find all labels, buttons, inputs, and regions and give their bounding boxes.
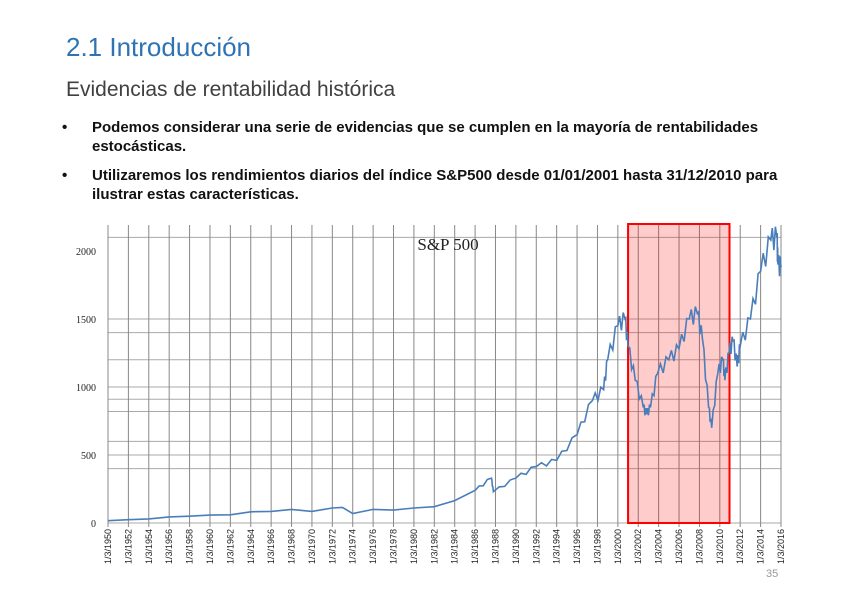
x-tick-label: 1/3/2006 <box>674 529 684 564</box>
y-tick-label: 1000 <box>76 383 96 394</box>
x-tick-label: 1/3/1998 <box>592 529 602 564</box>
x-tick-label: 1/3/2000 <box>613 529 623 564</box>
y-tick-label: 500 <box>81 451 96 462</box>
x-tick-label: 1/3/1972 <box>327 529 337 564</box>
slide-subtitle: Evidencias de rentabilidad histórica <box>66 78 396 101</box>
x-tick-label: 1/3/2004 <box>654 529 664 564</box>
x-tick-label: 1/3/2012 <box>735 529 745 564</box>
x-tick-label: 1/3/1964 <box>246 529 256 564</box>
x-tick-label: 1/3/1996 <box>572 529 582 564</box>
y-axis: 0 500 1000 1500 2000 <box>76 247 96 530</box>
x-tick-label: 1/3/1958 <box>185 529 195 564</box>
x-tick-label: 1/3/1978 <box>389 529 399 564</box>
x-tick-label: 1/3/1986 <box>470 529 480 564</box>
x-axis: 1/3/1950 1/3/1952 1/3/1954 1/3/1956 1/3/1958… <box>103 529 786 564</box>
x-tick-label: 1/3/1966 <box>266 529 276 564</box>
series-layer <box>107 226 782 522</box>
x-tick-label: 1/3/2010 <box>715 529 725 564</box>
y-tick-label: 0 <box>91 519 96 530</box>
highlight-layer <box>627 223 731 524</box>
bullet-list: • Podemos considerar una serie de evidenc… <box>62 118 802 214</box>
sp500-line <box>107 226 782 522</box>
x-tick-label: 1/3/1956 <box>164 529 174 564</box>
x-tick-label: 1/3/1988 <box>490 529 500 564</box>
page-number: 35 <box>766 568 779 580</box>
bullet-text: Utilizaremos los rendimientos diarios de… <box>92 167 778 203</box>
x-tick-label: 1/3/1980 <box>409 529 419 564</box>
x-tick-label: 1/3/1952 <box>123 529 133 564</box>
x-tick-label: 1/3/1994 <box>552 529 562 564</box>
highlight-range <box>627 223 731 524</box>
x-tick-label: 1/3/1976 <box>368 529 378 564</box>
x-tick-label: 1/3/1984 <box>450 529 460 564</box>
x-tick-label: 1/3/1990 <box>511 529 521 564</box>
bullet-text: Podemos considerar una serie de evidenci… <box>92 119 759 155</box>
x-tick-label: 1/3/2014 <box>756 529 766 564</box>
x-tick-label: 1/3/2008 <box>694 529 704 564</box>
bullet-icon: • <box>62 119 68 136</box>
x-tick-label: 1/3/2016 <box>776 529 786 564</box>
x-tick-label: 1/3/1962 <box>225 529 235 564</box>
bullet-icon: • <box>62 167 68 184</box>
x-tick-label: 1/3/2002 <box>633 529 643 564</box>
x-tick-label: 1/3/1954 <box>144 529 154 564</box>
x-tick-label: 1/3/1982 <box>429 529 439 564</box>
chart-title: S&P 500 <box>417 235 478 254</box>
x-tick-label: 1/3/1974 <box>348 529 358 564</box>
x-tick-label: 1/3/1970 <box>307 529 317 564</box>
x-tick-label: 1/3/1992 <box>531 529 541 564</box>
bullet-item: • Podemos considerar una serie de evidenc… <box>62 118 802 156</box>
x-tick-label: 1/3/1950 <box>103 529 113 564</box>
slide-title: 2.1 Introducción <box>66 32 252 62</box>
y-tick-label: 1500 <box>76 315 96 326</box>
x-tick-label: 1/3/1968 <box>287 529 297 564</box>
bullet-item: • Utilizaremos los rendimientos diarios d… <box>62 166 802 204</box>
x-tick-label: 1/3/1960 <box>205 529 215 564</box>
y-tick-label: 2000 <box>76 247 96 258</box>
